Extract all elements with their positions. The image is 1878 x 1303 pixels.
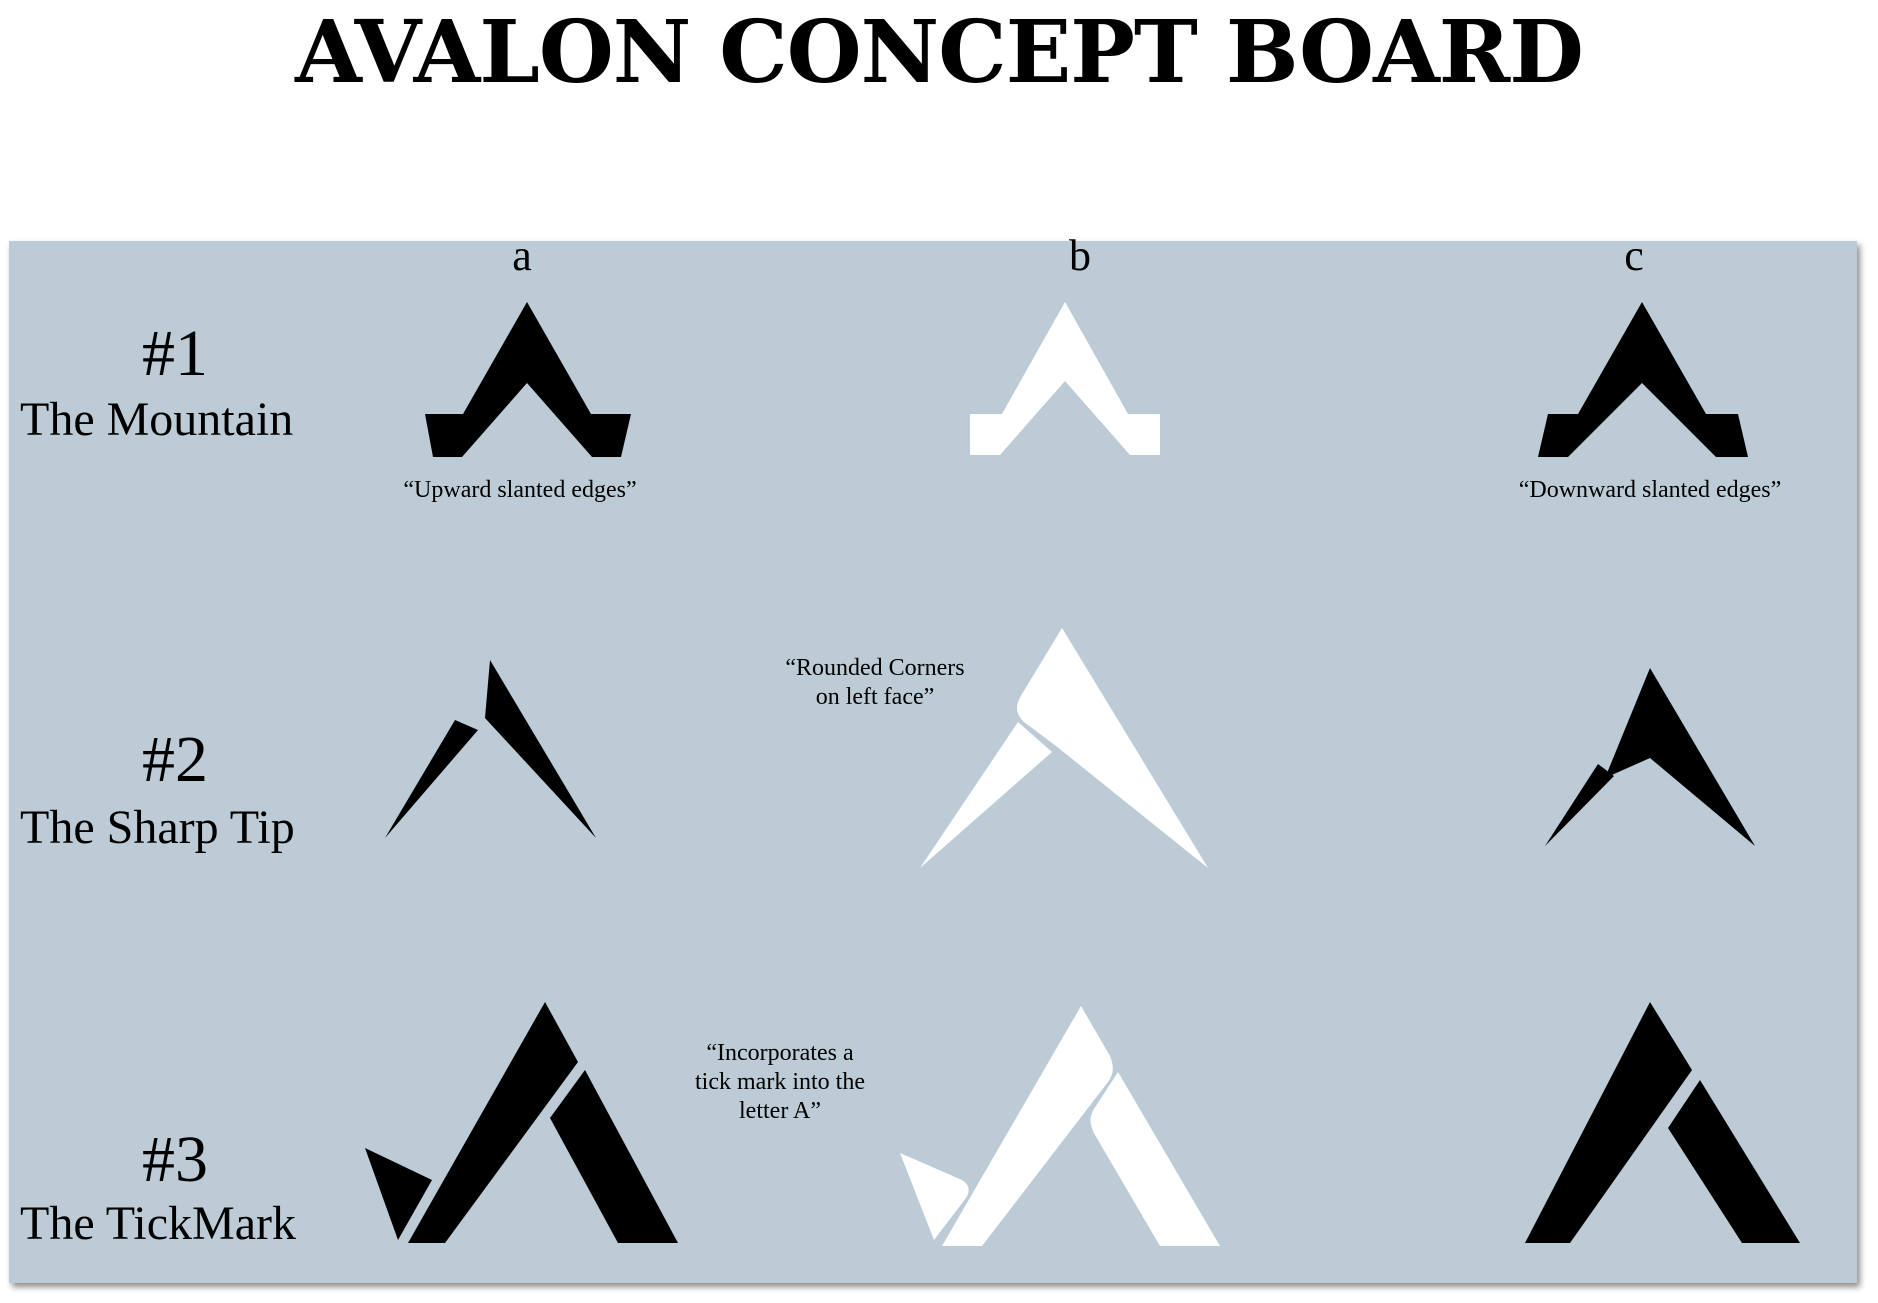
row-1-number: #1	[142, 317, 208, 390]
row-1-name: The Mountain	[20, 393, 294, 446]
column-header-a: a	[512, 231, 532, 280]
tickmark-logo-a	[365, 1002, 678, 1243]
tickmark-logo-b	[900, 1006, 1220, 1246]
sharp-tip-logo-c	[1545, 668, 1755, 846]
column-header-b: b	[1069, 231, 1091, 280]
note-line: letter A”	[739, 1098, 821, 1124]
note-downward-slanted: “Downward slanted edges”	[1518, 477, 1782, 503]
mountain-logo-c	[1538, 302, 1748, 457]
note-line: on left face”	[815, 684, 935, 710]
note-line: “Incorporates a	[706, 1040, 854, 1066]
row-3-number: #3	[142, 1123, 208, 1196]
mountain-logo-b	[970, 302, 1160, 455]
note-tick-mark: “Incorporates a tick mark into the lette…	[670, 1039, 890, 1126]
tickmark-logo-c	[1525, 1002, 1800, 1243]
row-2-name: The Sharp Tip	[20, 801, 295, 854]
mountain-logo-a	[425, 302, 631, 457]
note-rounded-corners: “Rounded Corners on left face”	[755, 654, 995, 712]
note-line: tick mark into the	[695, 1069, 865, 1095]
note-line: “Rounded Corners	[785, 655, 965, 681]
sharp-tip-logo-b	[920, 628, 1208, 868]
row-3-name: The TickMark	[20, 1197, 296, 1250]
row-2-number: #2	[142, 723, 208, 796]
sharp-tip-logo-a	[385, 660, 596, 838]
note-upward-slanted: “Upward slanted edges”	[403, 477, 637, 503]
column-header-c: c	[1624, 231, 1644, 280]
page-title: AVALON CONCEPT BOARD	[295, 2, 1584, 103]
